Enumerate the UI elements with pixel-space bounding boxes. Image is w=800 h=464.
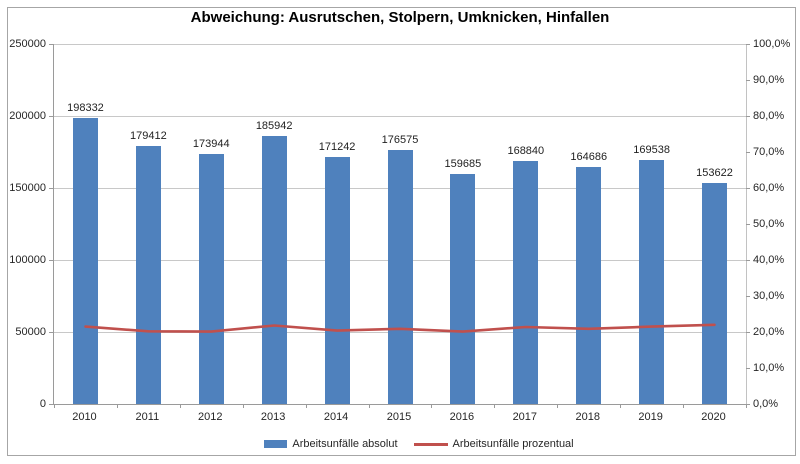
- y-right-tick: [746, 260, 750, 261]
- gridline: [54, 44, 746, 45]
- legend-entry: Arbeitsunfälle absolut: [264, 438, 398, 450]
- y-right-tick-label: 30,0%: [753, 290, 785, 302]
- x-tick: [116, 404, 118, 408]
- y-left-tick-label: 50000: [15, 326, 46, 338]
- trend-line: [84, 323, 716, 333]
- bar-2016: [450, 174, 476, 404]
- x-tick-label: 2012: [198, 411, 223, 423]
- bar-data-label: 153622: [696, 166, 733, 179]
- y-left-tick-label: 100000: [9, 254, 46, 266]
- bar-data-label: 159685: [444, 158, 482, 171]
- y-right-tick-label: 40,0%: [753, 254, 785, 266]
- y-left-tick: [49, 44, 53, 45]
- bar-2015: [387, 149, 413, 404]
- y-right-tick: [746, 80, 750, 81]
- x-tick: [179, 404, 181, 408]
- bar-data-label: 176575: [381, 133, 419, 146]
- x-tick-label: 2010: [72, 411, 97, 423]
- gridline: [54, 116, 746, 117]
- y-right-tick-label: 90,0%: [753, 74, 785, 86]
- legend-entry: Arbeitsunfälle prozentual: [413, 438, 574, 450]
- y-right-tick: [746, 44, 750, 45]
- x-tick-label: 2015: [386, 411, 412, 423]
- y-left-tick-label: 200000: [9, 110, 46, 122]
- y-right-tick: [746, 368, 750, 369]
- x-tick: [746, 404, 747, 408]
- x-tick-label: 2013: [260, 411, 286, 423]
- y-right-tick-label: 50,0%: [753, 218, 785, 230]
- bar-data-label: 164686: [570, 150, 608, 163]
- bar-data-label: 168840: [507, 144, 545, 157]
- y-right-tick: [746, 296, 750, 297]
- bar-2012: [198, 153, 224, 404]
- bar-2013: [261, 136, 287, 404]
- bar-data-label: 198332: [67, 102, 104, 115]
- legend-label: Arbeitsunfälle absolut: [292, 438, 398, 450]
- bar-2020: [702, 182, 728, 404]
- y-left-tick: [49, 332, 53, 333]
- x-tick-label: 2018: [575, 411, 600, 423]
- x-tick-label: 2020: [701, 411, 726, 423]
- y-left-tick: [49, 116, 53, 117]
- y-left-tick-label: 250000: [9, 38, 46, 50]
- x-tick-label: 2016: [449, 411, 475, 423]
- y-right-tick: [746, 332, 750, 333]
- y-left-tick: [49, 188, 53, 189]
- x-tick: [431, 404, 433, 408]
- bar-data-label: 171242: [318, 141, 356, 154]
- y-right-tick-label: 0,0%: [753, 398, 779, 410]
- y-left-tick-label: 0: [39, 398, 46, 410]
- chart-title: Abweichung: Ausrutschen, Stolpern, Umkni…: [190, 9, 610, 26]
- x-tick: [54, 404, 55, 408]
- x-tick-label: 2011: [135, 411, 160, 423]
- bar-data-label: 169538: [633, 143, 670, 156]
- y-right-tick-label: 100,0%: [753, 38, 791, 50]
- x-tick-label: 2014: [323, 411, 349, 423]
- x-tick: [683, 404, 685, 408]
- y-right-tick-label: 20,0%: [753, 326, 785, 338]
- x-tick: [494, 404, 496, 408]
- bar-data-label: 173944: [192, 137, 230, 150]
- bar-2017: [513, 160, 539, 404]
- x-tick-label: 2017: [512, 411, 538, 423]
- bar-2014: [324, 157, 350, 404]
- x-tick: [305, 404, 307, 408]
- bar-2018: [576, 166, 602, 404]
- y-right-tick: [746, 404, 750, 405]
- y-left-tick-label: 150000: [9, 182, 46, 194]
- legend-bar-swatch: [264, 440, 288, 448]
- legend-line-swatch: [413, 442, 448, 446]
- x-tick: [557, 404, 559, 408]
- y-right-tick: [746, 188, 750, 189]
- x-tick: [620, 404, 622, 408]
- y-right-tick-label: 80,0%: [753, 110, 785, 122]
- y-right-tick-label: 10,0%: [753, 362, 785, 374]
- bar-2010: [72, 118, 98, 404]
- y-right-tick-label: 60,0%: [753, 182, 785, 194]
- bar-2011: [135, 145, 161, 404]
- y-left-tick: [49, 260, 53, 261]
- legend: Arbeitsunfälle absolut Arbeitsunfälle pro…: [53, 435, 785, 453]
- x-tick: [368, 404, 370, 408]
- plot-area: 198332 179412 173944 185942 171242 176575 1596…: [49, 44, 750, 408]
- bar-2019: [639, 159, 665, 404]
- y-left-tick: [49, 404, 53, 405]
- y-right-tick-label: 70,0%: [753, 146, 785, 158]
- legend-label: Arbeitsunfälle prozentual: [452, 438, 574, 450]
- y-right-tick: [746, 152, 750, 153]
- y-right-tick: [746, 224, 750, 225]
- x-tick-label: 2019: [638, 411, 663, 423]
- bar-data-label: 185942: [255, 120, 293, 133]
- x-tick: [242, 404, 244, 408]
- bar-data-label: 179412: [130, 129, 167, 142]
- y-right-tick: [746, 116, 750, 117]
